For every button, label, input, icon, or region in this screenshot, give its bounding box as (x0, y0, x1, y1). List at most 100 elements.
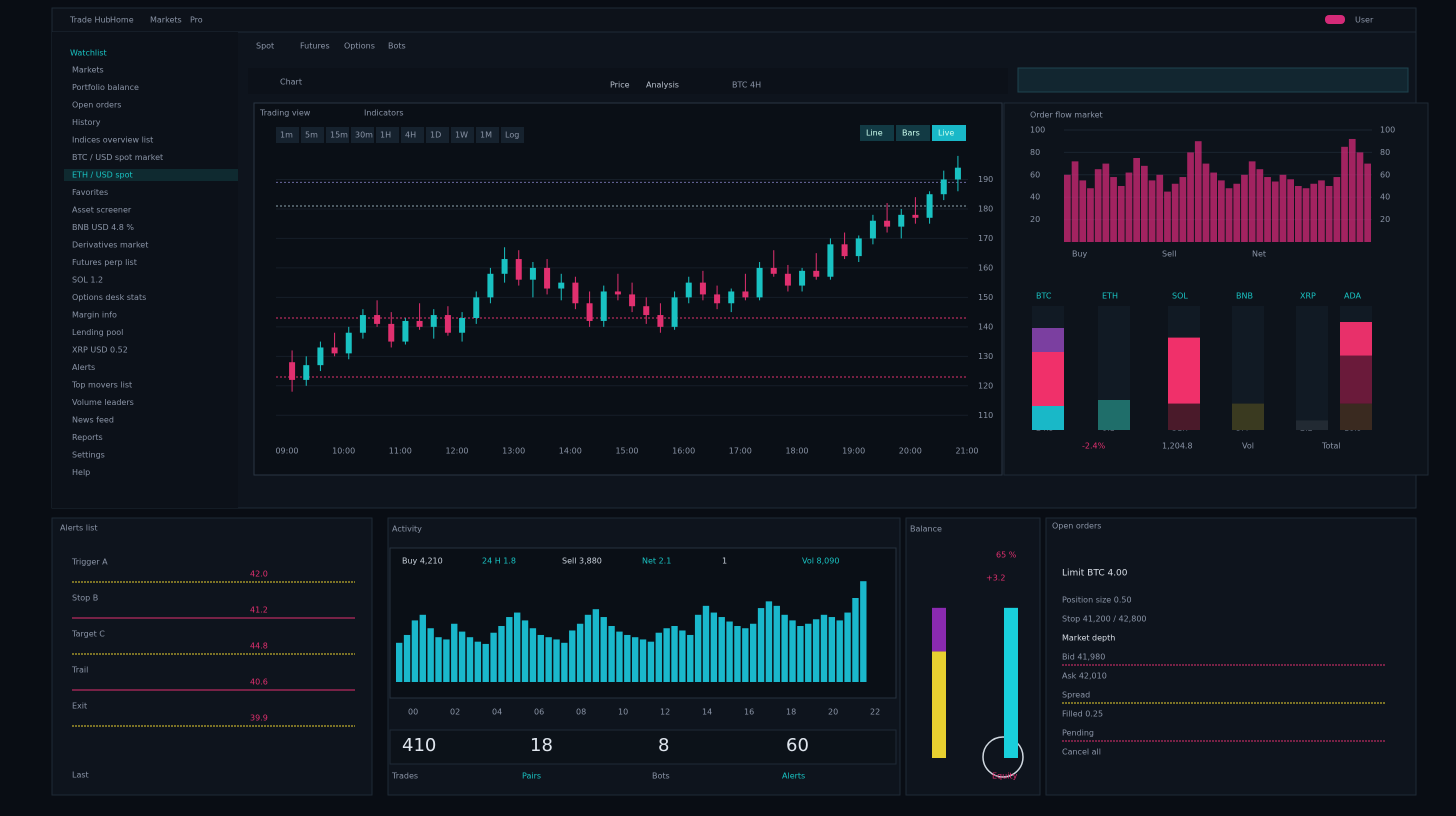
flow-bar (1202, 163, 1210, 242)
y-tick-label: 190 (978, 175, 993, 184)
mode-label[interactable]: Bars (902, 129, 920, 138)
sidebar-item[interactable]: Top movers list (71, 381, 132, 390)
y-tick-label: 20 (1030, 215, 1040, 224)
timeframe-label[interactable]: 1W (455, 131, 468, 140)
sidebar-item[interactable]: Help (72, 468, 90, 477)
activity-bar (411, 620, 419, 682)
x-tick-label: 12:00 (445, 447, 468, 456)
order-row[interactable]: Position size 0.50 (1062, 596, 1132, 605)
timeframe-button[interactable] (501, 127, 524, 143)
order-row[interactable]: Market depth (1062, 634, 1115, 643)
timeframe-label[interactable]: 1M (480, 131, 492, 140)
timeframe-button[interactable] (426, 127, 449, 143)
activity-bar (482, 643, 489, 682)
menu-item[interactable]: Markets (150, 16, 182, 25)
activity-bar (576, 623, 584, 682)
candle-body (799, 270, 806, 286)
flow-bar (1071, 161, 1079, 242)
candle-body (940, 179, 947, 195)
sidebar-item[interactable]: SOL 1.2 (72, 276, 103, 285)
candle-body (473, 297, 480, 318)
sidebar-item[interactable]: Asset screener (72, 206, 132, 215)
timeframe-label[interactable]: 1D (430, 131, 441, 140)
order-row[interactable]: Pending (1062, 729, 1094, 738)
watch-value: 44.8 (250, 642, 268, 651)
flow-bar (1179, 177, 1187, 242)
user-badge[interactable] (1325, 15, 1345, 24)
watch-label[interactable]: Target C (71, 630, 105, 639)
sidebar-item[interactable]: BTC / USD spot market (72, 153, 163, 162)
tab[interactable]: Options (344, 42, 375, 51)
tab[interactable]: Bots (388, 42, 406, 51)
block-label: ETH (1102, 292, 1118, 301)
timeframe-button[interactable] (326, 127, 349, 143)
flow-bar (1248, 161, 1256, 242)
tab[interactable]: Spot (256, 42, 274, 51)
candle-body (742, 291, 749, 298)
order-row[interactable]: Filled 0.25 (1062, 710, 1103, 719)
sidebar-item[interactable]: Options desk stats (72, 293, 146, 302)
sidebar-item[interactable]: Portfolio balance (72, 83, 139, 92)
timeframe-button[interactable] (301, 127, 324, 143)
timeframe-label[interactable]: 4H (405, 131, 416, 140)
order-row[interactable]: Cancel all (1062, 748, 1101, 757)
tab[interactable]: Futures (300, 42, 330, 51)
timeframe-label[interactable]: 15m (330, 131, 348, 140)
mode-button[interactable] (932, 125, 966, 141)
candle-body (345, 332, 352, 354)
menu-item[interactable]: Home (110, 16, 134, 25)
candle-body (331, 347, 338, 354)
sidebar-item[interactable]: ETH / USD spot (72, 171, 133, 180)
order-row[interactable]: Ask 42,010 (1062, 672, 1107, 681)
sidebar-item[interactable]: History (72, 118, 101, 127)
timeframe-button[interactable] (476, 127, 499, 143)
timeframe-button[interactable] (276, 127, 299, 143)
watch-label[interactable]: Exit (72, 702, 87, 711)
timeframe-button[interactable] (401, 127, 424, 143)
block-segment (1296, 420, 1328, 430)
timeframe-label[interactable]: Log (505, 131, 519, 140)
watch-label[interactable]: Stop B (72, 594, 98, 603)
watch-label[interactable]: Trigger A (71, 558, 108, 567)
timeframe-label[interactable]: 30m (355, 131, 373, 140)
sidebar-item[interactable]: Indices overview list (72, 136, 153, 145)
timeframe-label[interactable]: 5m (305, 131, 318, 140)
mode-label[interactable]: Live (938, 129, 954, 138)
sidebar-item[interactable]: Markets (72, 66, 104, 75)
sidebar-item[interactable]: Lending pool (72, 328, 123, 337)
sidebar-item[interactable]: Derivatives market (72, 241, 148, 250)
x-tick-label: 20:00 (899, 447, 922, 456)
sidebar-item[interactable]: Futures perp list (72, 258, 137, 267)
sidebar-item[interactable]: Open orders (72, 101, 121, 110)
mode-button[interactable] (896, 125, 930, 141)
order-row[interactable]: Stop 41,200 / 42,800 (1062, 615, 1147, 624)
gauge-ring (982, 736, 1024, 778)
sidebar-item[interactable]: Reports (72, 433, 103, 442)
sidebar-item[interactable]: News feed (72, 416, 114, 425)
user-name[interactable]: User (1355, 16, 1374, 25)
sidebar-item[interactable]: Volume leaders (72, 398, 134, 407)
sidebar-item[interactable]: Settings (72, 451, 105, 460)
sidebar-item[interactable]: Margin info (72, 311, 117, 320)
menu-item[interactable]: Pro (190, 16, 203, 25)
timeframe-button[interactable] (451, 127, 474, 143)
timeframe-label[interactable]: 1m (280, 131, 293, 140)
sidebar-item[interactable]: BNB USD 4.8 % (72, 223, 134, 232)
balance-bar (932, 607, 946, 652)
timeframe-button[interactable] (376, 127, 399, 143)
sidebar-item[interactable]: XRP USD 0.52 (72, 346, 128, 355)
search-box[interactable] (1017, 67, 1409, 93)
mode-button[interactable] (860, 125, 894, 141)
chart-pair: BTC 4H (732, 81, 761, 90)
timeframe-label[interactable]: 1H (380, 131, 391, 140)
activity-bar (427, 628, 434, 682)
activity-bar (553, 639, 560, 682)
watch-label[interactable]: Trail (71, 666, 88, 675)
timeframe-button[interactable] (351, 127, 374, 143)
sidebar-item[interactable]: Alerts (72, 363, 95, 372)
flow-bar (1364, 163, 1371, 242)
sidebar-item[interactable]: Favorites (72, 188, 108, 197)
order-row[interactable]: Spread (1062, 691, 1090, 700)
mode-label[interactable]: Line (866, 129, 883, 138)
order-row[interactable]: Bid 41,980 (1062, 653, 1105, 662)
